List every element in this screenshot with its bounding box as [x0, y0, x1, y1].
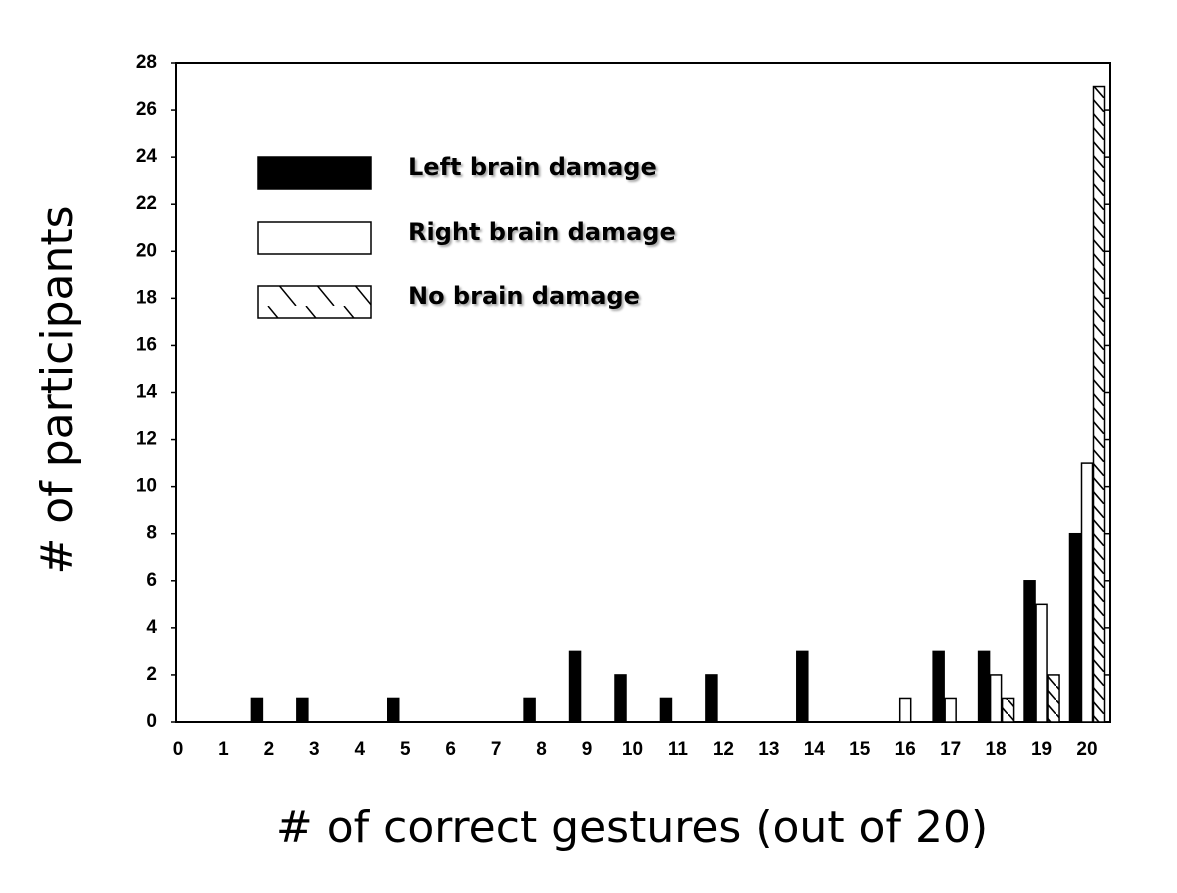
bar	[989, 674, 1003, 723]
x-tick-label: 16	[895, 739, 916, 760]
x-tick-label: 6	[445, 739, 456, 760]
bar	[898, 697, 912, 723]
x-tick-label: 18	[986, 739, 1007, 760]
bar	[614, 674, 627, 723]
x-tick-label: 10	[622, 739, 643, 760]
x-tick-label: 7	[491, 739, 502, 760]
y-tick-label: 14	[136, 382, 158, 403]
bar	[1001, 697, 1015, 723]
x-tick-label: 13	[758, 739, 779, 760]
y-tick-label: 24	[136, 146, 158, 167]
x-tick-label: 19	[1031, 739, 1052, 760]
x-tick-label: 17	[940, 739, 961, 760]
bar	[705, 674, 718, 723]
bar	[1080, 462, 1094, 723]
y-axis-title: # of participants	[32, 205, 83, 574]
y-tick-label: 16	[136, 334, 157, 355]
y-tick-label: 2	[146, 664, 157, 685]
legend-swatch	[257, 156, 372, 190]
legend-label: Right brain damage	[408, 218, 676, 246]
bar	[1068, 532, 1082, 723]
x-tick-label: 9	[582, 739, 593, 760]
y-tick-label: 28	[136, 52, 157, 73]
y-tick-label: 6	[146, 570, 157, 591]
y-tick-label: 0	[146, 711, 157, 732]
y-tick-label: 18	[136, 287, 157, 308]
y-tick-label: 4	[146, 617, 157, 638]
y-tick-label: 12	[136, 429, 157, 450]
x-tick-label: 5	[400, 739, 411, 760]
legend-label: Left brain damage	[408, 153, 657, 181]
x-tick-label: 12	[713, 739, 734, 760]
legend-swatch	[257, 285, 372, 319]
bar	[796, 650, 809, 723]
legend-swatch	[257, 221, 372, 255]
x-tick-label: 1	[218, 739, 229, 760]
x-tick-label: 20	[1076, 739, 1097, 760]
bar	[932, 650, 945, 723]
bar	[250, 697, 264, 723]
legend-label: No brain damage	[408, 282, 640, 310]
y-tick-label: 26	[136, 99, 157, 120]
x-tick-label: 15	[849, 739, 871, 760]
bar	[1023, 580, 1036, 723]
x-tick-label: 2	[264, 739, 275, 760]
y-tick-label: 20	[136, 240, 157, 261]
bar	[944, 697, 957, 723]
x-tick-label: 8	[536, 739, 547, 760]
bar	[568, 650, 582, 723]
bar	[523, 697, 536, 723]
bar	[977, 650, 991, 723]
bar	[387, 697, 400, 723]
x-axis-title: # of correct gestures (out of 20)	[276, 802, 988, 853]
bar	[1092, 85, 1106, 723]
y-tick-label: 10	[136, 476, 157, 497]
bar	[1035, 603, 1048, 723]
x-tick-label: 3	[309, 739, 320, 760]
x-tick-label: 14	[804, 739, 826, 760]
x-tick-label: 4	[355, 739, 366, 760]
x-tick-label: 11	[668, 739, 689, 760]
y-tick-label: 22	[136, 193, 157, 214]
bar	[1047, 674, 1060, 723]
bar	[659, 697, 673, 723]
x-tick-label: 0	[173, 739, 184, 760]
y-tick-label: 8	[146, 523, 157, 544]
bar	[296, 697, 309, 723]
